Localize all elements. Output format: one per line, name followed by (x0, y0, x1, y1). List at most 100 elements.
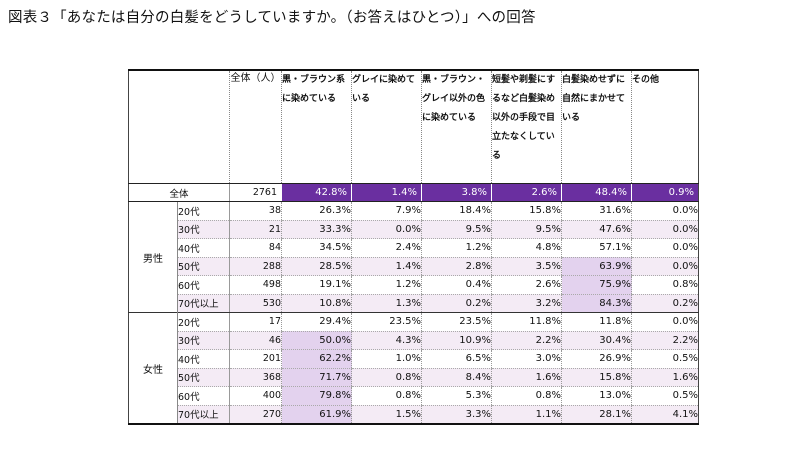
overall-value-5: 48.4% (561, 183, 632, 202)
header-row: 全体（人） 黒・ブラウン系に染めている グレイに染めている 黒・ブラウン・グレイ… (129, 70, 699, 184)
age-label: 70代以上 (177, 405, 230, 425)
percent-cell: 2.4% (351, 238, 422, 258)
respondent-count: 21 (229, 220, 282, 239)
table-row: 70代以上 530 10.8% 1.3% 0.2% 3.2% 84.3% 0.2% (129, 294, 699, 313)
respondent-count: 288 (229, 257, 282, 276)
percent-cell: 1.6% (631, 368, 699, 387)
table-row: 60代 498 19.1% 1.2% 0.4% 2.6% 75.9% 0.8% (129, 275, 699, 295)
percent-cell: 0.0% (631, 257, 699, 276)
percent-cell: 28.5% (281, 257, 352, 276)
percent-cell: 5.3% (421, 386, 492, 406)
percent-cell: 30.4% (561, 331, 632, 350)
overall-n: 2761 (229, 183, 282, 202)
percent-cell: 9.5% (491, 220, 562, 239)
percent-cell: 0.5% (631, 386, 699, 406)
percent-cell: 31.6% (561, 201, 632, 221)
respondent-count: 38 (229, 201, 282, 221)
percent-cell: 10.8% (281, 294, 352, 313)
percent-cell: 3.5% (491, 257, 562, 276)
header-col-6: その他 (631, 70, 699, 184)
table-row: 30代 21 33.3% 0.0% 9.5% 9.5% 47.6% 0.0% (129, 220, 699, 239)
percent-cell: 23.5% (421, 312, 492, 332)
respondent-count: 84 (229, 238, 282, 258)
percent-cell: 2.2% (491, 331, 562, 350)
age-label: 20代 (177, 312, 230, 332)
percent-cell: 15.8% (561, 368, 632, 387)
age-label: 30代 (177, 331, 230, 350)
percent-cell: 1.5% (351, 405, 422, 425)
percent-cell: 2.6% (491, 275, 562, 295)
percent-cell: 0.0% (631, 201, 699, 221)
percent-cell: 1.3% (351, 294, 422, 313)
header-blank-cell (129, 70, 230, 184)
overall-row: 全体 2761 42.8% 1.4% 3.8% 2.6% 48.4% 0.9% (128, 183, 699, 202)
percent-cell: 0.8% (351, 386, 422, 406)
percent-cell: 1.6% (491, 368, 562, 387)
overall-label: 全体 (128, 183, 230, 202)
age-label: 40代 (177, 238, 230, 258)
overall-value-6: 0.9% (631, 183, 699, 202)
percent-cell: 1.4% (351, 257, 422, 276)
percent-cell: 18.4% (421, 201, 492, 221)
percent-cell: 62.2% (281, 349, 352, 369)
table-row: 女性 20代 17 29.4% 23.5% 23.5% 11.8% 11.8% 0.0% (128, 312, 699, 424)
age-label: 40代 (177, 349, 230, 369)
overall-value-4: 2.6% (491, 183, 562, 202)
percent-cell: 0.8% (491, 386, 562, 406)
percent-cell: 0.8% (631, 275, 699, 295)
percent-cell: 33.3% (281, 220, 352, 239)
percent-cell: 11.8% (561, 312, 632, 332)
percent-cell: 2.8% (421, 257, 492, 276)
table-row: 30代 46 50.0% 4.3% 10.9% 2.2% 30.4% 2.2% (129, 331, 699, 350)
table-row: 60代 400 79.8% 0.8% 5.3% 0.8% 13.0% 0.5% (129, 386, 699, 406)
percent-cell: 79.8% (281, 386, 352, 406)
percent-cell: 15.8% (491, 201, 562, 221)
percent-cell: 50.0% (281, 331, 352, 350)
percent-cell: 28.1% (561, 405, 632, 425)
percent-cell: 34.5% (281, 238, 352, 258)
percent-cell: 19.1% (281, 275, 352, 295)
percent-cell: 29.4% (281, 312, 352, 332)
percent-cell: 0.2% (421, 294, 492, 313)
respondent-count: 498 (229, 275, 282, 295)
percent-cell: 11.8% (491, 312, 562, 332)
age-label: 50代 (177, 368, 230, 387)
age-label: 50代 (177, 257, 230, 276)
percent-cell: 3.0% (491, 349, 562, 369)
header-col-4: 短髪や剃髪にするなど白髪染め以外の手段で目立たなくしている (491, 70, 562, 184)
percent-cell: 63.9% (561, 257, 632, 276)
percent-cell: 7.9% (351, 201, 422, 221)
percent-cell: 0.2% (631, 294, 699, 313)
table-row: 男性 20代 38 26.3% 7.9% 18.4% 15.8% 31.6% 0.0% (128, 201, 699, 313)
survey-results-table: 全体（人） 黒・ブラウン系に染めている グレイに染めている 黒・ブラウン・グレイ… (128, 69, 699, 425)
percent-cell: 0.4% (421, 275, 492, 295)
header-col-2: グレイに染めている (351, 70, 422, 184)
percent-cell: 8.4% (421, 368, 492, 387)
percent-cell: 71.7% (281, 368, 352, 387)
percent-cell: 23.5% (351, 312, 422, 332)
percent-cell: 3.2% (491, 294, 562, 313)
table-row: 50代 368 71.7% 0.8% 8.4% 1.6% 15.8% 1.6% (129, 368, 699, 387)
age-label: 60代 (177, 386, 230, 406)
table-row: 70代以上 270 61.9% 1.5% 3.3% 1.1% 28.1% 4.1% (129, 405, 699, 425)
respondent-count: 368 (229, 368, 282, 387)
percent-cell: 6.5% (421, 349, 492, 369)
percent-cell: 9.5% (421, 220, 492, 239)
header-col-5: 白髪染めせずに自然にまかせている (561, 70, 632, 184)
age-label: 30代 (177, 220, 230, 239)
respondent-count: 400 (229, 386, 282, 406)
percent-cell: 0.8% (351, 368, 422, 387)
percent-cell: 0.0% (631, 312, 699, 332)
percent-cell: 57.1% (561, 238, 632, 258)
percent-cell: 0.0% (631, 238, 699, 258)
percent-cell: 26.3% (281, 201, 352, 221)
age-label: 60代 (177, 275, 230, 295)
respondent-count: 201 (229, 349, 282, 369)
percent-cell: 84.3% (561, 294, 632, 313)
percent-cell: 26.9% (561, 349, 632, 369)
percent-cell: 4.1% (631, 405, 699, 425)
percent-cell: 2.2% (631, 331, 699, 350)
age-label: 70代以上 (177, 294, 230, 313)
percent-cell: 1.2% (351, 275, 422, 295)
table-row: 40代 84 34.5% 2.4% 1.2% 4.8% 57.1% 0.0% (129, 238, 699, 258)
